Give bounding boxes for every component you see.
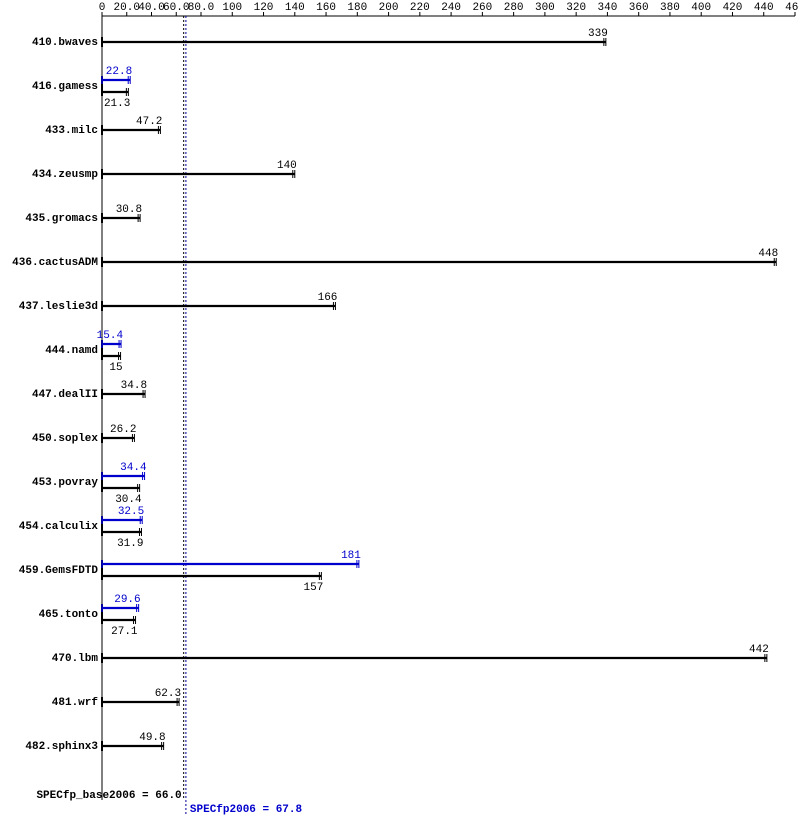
bar-value-label: 140 <box>277 160 297 172</box>
benchmark-label: 470.lbm <box>52 653 99 665</box>
bar-value-label: 26.2 <box>110 424 136 436</box>
svg-text:20.0: 20.0 <box>114 2 140 14</box>
bar-value-label: 15.4 <box>97 330 124 342</box>
bar-value-label: 32.5 <box>118 506 144 518</box>
bar-value-label: 21.3 <box>104 98 130 110</box>
bar-value-label: 49.8 <box>139 732 165 744</box>
bar-value-label: 181 <box>341 550 361 562</box>
benchmark-label: 465.tonto <box>39 609 99 621</box>
svg-text:340: 340 <box>598 2 618 14</box>
benchmark-label: 482.sphinx3 <box>25 741 98 753</box>
spec-benchmark-chart: 0 20.040.060.080.0 100 120 140 160 180 200 220 24… <box>0 0 799 831</box>
benchmark-label: 434.zeusmp <box>32 169 98 181</box>
bar-value-label: 448 <box>758 248 778 260</box>
svg-text:300: 300 <box>535 2 555 14</box>
svg-text:280: 280 <box>504 2 524 14</box>
benchmark-label: 453.povray <box>32 477 98 489</box>
benchmark-label: 435.gromacs <box>25 213 98 225</box>
svg-text:220: 220 <box>410 2 430 14</box>
svg-text:260: 260 <box>472 2 492 14</box>
svg-text:180: 180 <box>347 2 367 14</box>
bar-value-label: 30.4 <box>115 494 142 506</box>
bar-value-label: 30.8 <box>116 204 142 216</box>
svg-text:440: 440 <box>754 2 774 14</box>
benchmark-label: 459.GemsFDTD <box>19 565 99 577</box>
svg-text:100: 100 <box>222 2 242 14</box>
bar-value-label: 29.6 <box>114 594 140 606</box>
benchmark-label: 481.wrf <box>52 697 99 709</box>
bar-value-label: 442 <box>749 644 769 656</box>
bar-value-label: 166 <box>318 292 338 304</box>
svg-text:40.0: 40.0 <box>138 2 164 14</box>
bar-value-label: 34.4 <box>120 462 147 474</box>
bar-value-label: 47.2 <box>136 116 162 128</box>
svg-text:0: 0 <box>99 2 106 14</box>
bar-value-label: 157 <box>304 582 324 594</box>
bar-value-label: 34.8 <box>121 380 147 392</box>
benchmark-label: 410.bwaves <box>32 37 98 49</box>
svg-text:160: 160 <box>316 2 336 14</box>
summary-peak-label: SPECfp2006 = 67.8 <box>190 804 303 816</box>
benchmark-label: 437.leslie3d <box>19 301 98 313</box>
benchmark-label: 436.cactusADM <box>12 257 98 269</box>
svg-text:60.0: 60.0 <box>163 2 189 14</box>
svg-text:200: 200 <box>379 2 399 14</box>
svg-text:240: 240 <box>441 2 461 14</box>
svg-text:140: 140 <box>285 2 305 14</box>
svg-text:380: 380 <box>660 2 680 14</box>
svg-text:320: 320 <box>566 2 586 14</box>
bar-value-label: 15 <box>109 362 122 374</box>
benchmark-label: 447.dealII <box>32 389 98 401</box>
bar-value-label: 31.9 <box>117 538 143 550</box>
benchmark-label: 450.soplex <box>32 433 98 445</box>
chart-svg: 0 20.040.060.080.0 100 120 140 160 180 200 220 24… <box>0 0 799 831</box>
bar-value-label: 22.8 <box>106 66 132 78</box>
bar-value-label: 339 <box>588 28 608 40</box>
svg-text:400: 400 <box>691 2 711 14</box>
benchmark-label: 444.namd <box>45 345 98 357</box>
benchmark-label: 454.calculix <box>19 521 99 533</box>
benchmark-label: 416.gamess <box>32 81 98 93</box>
svg-text:120: 120 <box>254 2 274 14</box>
svg-text:80.0: 80.0 <box>188 2 214 14</box>
summary-base-label: SPECfp_base2006 = 66.0 <box>36 790 181 802</box>
svg-text:420: 420 <box>723 2 743 14</box>
bar-value-label: 27.1 <box>111 626 138 638</box>
benchmark-label: 433.milc <box>45 125 98 137</box>
bar-value-label: 62.3 <box>155 688 181 700</box>
svg-text:460: 460 <box>785 2 799 14</box>
svg-text:360: 360 <box>629 2 649 14</box>
